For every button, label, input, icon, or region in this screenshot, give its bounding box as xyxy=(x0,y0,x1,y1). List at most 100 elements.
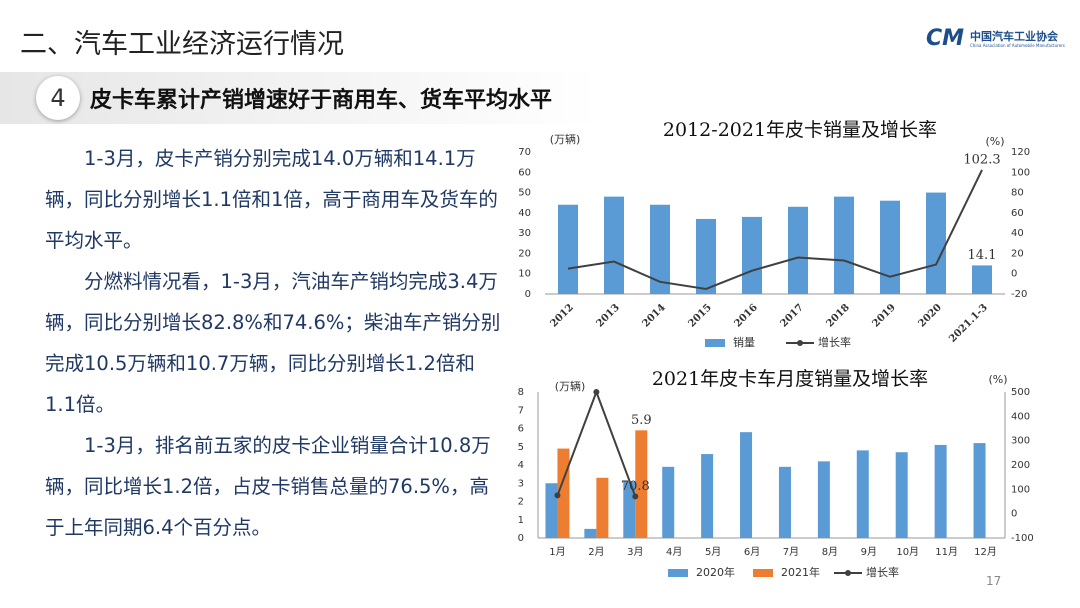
bar xyxy=(623,481,636,538)
x-tick-label: 11月 xyxy=(935,546,958,558)
bar xyxy=(650,204,670,294)
x-tick-label: 2018 xyxy=(824,302,851,329)
y2-tick-label: 0 xyxy=(1011,509,1017,520)
section-band xyxy=(0,72,600,124)
bar xyxy=(895,452,908,538)
y2-tick-label: 100 xyxy=(1011,484,1030,495)
y2-tick-label: 200 xyxy=(1011,460,1030,471)
bar xyxy=(817,461,830,538)
y2-tick-label: 0 xyxy=(1011,269,1017,280)
y-tick-label: 7 xyxy=(518,405,524,416)
legend-swatch xyxy=(753,569,773,577)
y-axis-label: (万辆) xyxy=(550,132,581,146)
x-tick-label: 2014 xyxy=(640,302,667,329)
legend-label: 2020年 xyxy=(696,565,735,579)
y-tick-label: 50 xyxy=(518,188,531,199)
x-tick-label: 12月 xyxy=(974,546,997,558)
bar xyxy=(604,196,624,294)
body-text: 1-3月，皮卡产销分别完成14.0万辆和14.1万辆，同比分别增长1.1倍和1倍… xyxy=(45,138,503,548)
bar xyxy=(834,196,854,294)
slide-title: 二、汽车工业经济运行情况 xyxy=(20,29,344,60)
y-tick-label: 0 xyxy=(525,289,531,300)
y-tick-label: 2 xyxy=(518,497,524,508)
bar xyxy=(558,204,578,294)
page-number: 17 xyxy=(986,574,1002,588)
line-marker xyxy=(593,389,600,395)
legend-swatch xyxy=(705,339,725,347)
y-tick-label: 4 xyxy=(518,460,524,471)
legend-label: 销量 xyxy=(733,335,755,349)
bar xyxy=(973,443,986,538)
section-number: 4 xyxy=(36,76,80,120)
y2-axis-label: (%) xyxy=(985,135,1004,148)
x-tick-label: 9月 xyxy=(861,546,877,558)
y2-tick-label: 500 xyxy=(1011,387,1030,398)
chart-title: 2021年皮卡车月度销量及增长率 xyxy=(652,368,928,390)
line-series xyxy=(567,169,983,290)
y-tick-label: 3 xyxy=(518,478,524,489)
bar xyxy=(635,430,648,538)
y-tick-label: 5 xyxy=(518,442,524,453)
paragraph: 分燃料情况看，1-3月，汽油车产销均完成3.4万辆，同比分别增长82.8%和74… xyxy=(45,270,501,416)
y-tick-label: 10 xyxy=(518,269,531,280)
logo-mark: CM xyxy=(926,26,965,51)
y-tick-label: 20 xyxy=(518,248,531,259)
y2-tick-label: 40 xyxy=(1011,228,1024,239)
y2-tick-label: 400 xyxy=(1011,411,1030,422)
bar xyxy=(788,206,808,294)
x-tick-label: 2月 xyxy=(588,546,604,558)
bar xyxy=(596,477,609,538)
x-tick-label: 6月 xyxy=(744,546,760,558)
bar xyxy=(740,432,753,538)
bar xyxy=(972,265,992,294)
y2-tick-label: 80 xyxy=(1011,188,1024,199)
data-label: 70.8 xyxy=(621,479,650,494)
y-tick-label: 0 xyxy=(518,533,524,544)
bar xyxy=(545,483,558,538)
logo-english: China Association of Automobile Manufact… xyxy=(970,43,1065,48)
y2-tick-label: 120 xyxy=(1011,147,1030,158)
legend-label: 增长率 xyxy=(866,565,899,579)
paragraph: 1-3月，排名前五家的皮卡企业销量合计10.8万辆，同比增长1.2倍，占皮卡销售… xyxy=(45,434,491,539)
bar xyxy=(880,200,900,294)
y2-tick-label: -20 xyxy=(1011,289,1027,300)
bar xyxy=(778,466,791,538)
y2-tick-label: 100 xyxy=(1011,167,1030,178)
legend-swatch xyxy=(668,569,688,577)
bar xyxy=(696,218,716,294)
bar xyxy=(856,450,869,538)
paragraph: 1-3月，皮卡产销分别完成14.0万辆和14.1万辆，同比分别增长1.1倍和1倍… xyxy=(45,147,498,252)
y-tick-label: 60 xyxy=(518,167,531,178)
x-tick-label: 2012 xyxy=(548,302,575,329)
y-tick-label: 1 xyxy=(518,515,524,526)
legend-marker xyxy=(845,570,851,576)
x-tick-label: 7月 xyxy=(783,546,799,558)
x-tick-label: 2020 xyxy=(916,302,943,329)
bar xyxy=(934,444,947,538)
x-tick-label: 1月 xyxy=(549,546,565,558)
x-tick-label: 2021.1-3 xyxy=(947,302,990,345)
data-label: 102.3 xyxy=(963,152,1000,167)
y-axis-label: (万辆) xyxy=(555,379,586,393)
legend-marker xyxy=(797,340,803,346)
y-tick-label: 6 xyxy=(518,424,524,435)
logo-name: 中国汽车工业协会 xyxy=(970,30,1058,43)
bar xyxy=(701,454,714,538)
bar xyxy=(584,528,597,538)
legend-label: 增长率 xyxy=(818,335,851,349)
x-tick-label: 2016 xyxy=(732,302,759,329)
line-marker xyxy=(554,492,561,499)
x-tick-label: 2015 xyxy=(686,302,713,329)
y2-axis-label: (%) xyxy=(988,373,1007,386)
chart-title: 2012-2021年皮卡销量及增长率 xyxy=(663,119,937,141)
bar xyxy=(742,216,762,294)
y2-tick-label: 300 xyxy=(1011,436,1030,447)
x-tick-label: 2013 xyxy=(594,302,621,329)
x-tick-label: 8月 xyxy=(822,546,838,558)
y-tick-label: 40 xyxy=(518,208,531,219)
bar xyxy=(662,466,675,538)
x-tick-label: 5月 xyxy=(705,546,721,558)
section-title: 皮卡车累计产销增速好于商用车、货车平均水平 xyxy=(90,88,553,113)
y-tick-label: 8 xyxy=(518,387,524,398)
y2-tick-label: -100 xyxy=(1011,533,1034,544)
